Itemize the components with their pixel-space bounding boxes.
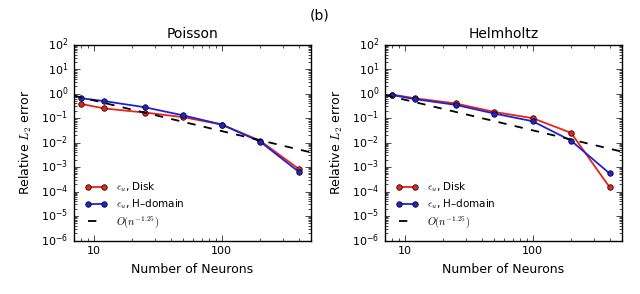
Line: $\epsilon_u$, H–domain: $\epsilon_u$, H–domain — [79, 96, 301, 174]
$\epsilon_u$, H–domain — [388, 93, 396, 97]
$\epsilon_u$, Disk — [256, 139, 264, 143]
$\epsilon_u$, H–domain — [100, 99, 108, 103]
$\epsilon_u$, Disk — [529, 116, 536, 120]
$\epsilon_u$, H–domain — [256, 140, 264, 143]
$\epsilon_u$, Disk — [179, 115, 187, 119]
$\epsilon_u$, H–domain — [218, 123, 225, 126]
$\epsilon_u$, Disk — [567, 131, 575, 135]
$\epsilon_u$, Disk — [218, 123, 225, 126]
Y-axis label: Relative $L_2$ error: Relative $L_2$ error — [18, 90, 34, 195]
Legend: $\epsilon_u$, Disk, $\epsilon_u$, H–domain, $O(n^{-1.25})$: $\epsilon_u$, Disk, $\epsilon_u$, H–doma… — [79, 175, 189, 235]
$\epsilon_u$, H–domain — [606, 172, 614, 175]
$\epsilon_u$, Disk — [77, 102, 85, 106]
$\epsilon_u$, Disk — [411, 96, 419, 100]
$\epsilon_u$, Disk — [388, 93, 396, 96]
Line: $\epsilon_u$, Disk: $\epsilon_u$, Disk — [79, 101, 301, 172]
$\epsilon_u$, H–domain — [452, 103, 460, 107]
Title: Poisson: Poisson — [166, 27, 218, 41]
$\epsilon_u$, H–domain — [490, 112, 498, 115]
$\epsilon_u$, Disk — [295, 167, 303, 171]
$\epsilon_u$, H–domain — [141, 106, 148, 109]
Line: $\epsilon_u$, Disk: $\epsilon_u$, Disk — [390, 92, 612, 190]
Legend: $\epsilon_u$, Disk, $\epsilon_u$, H–domain, $O(n^{-1.25})$: $\epsilon_u$, Disk, $\epsilon_u$, H–doma… — [390, 175, 500, 235]
Title: Helmholtz: Helmholtz — [468, 27, 539, 41]
$\epsilon_u$, Disk — [141, 111, 148, 114]
$\epsilon_u$, H–domain — [295, 170, 303, 173]
$\epsilon_u$, H–domain — [411, 97, 419, 101]
X-axis label: Number of Neurons: Number of Neurons — [442, 263, 564, 276]
X-axis label: Number of Neurons: Number of Neurons — [131, 263, 253, 276]
$\epsilon_u$, Disk — [100, 107, 108, 110]
$\epsilon_u$, Disk — [490, 110, 498, 114]
$\epsilon_u$, H–domain — [77, 96, 85, 100]
$\epsilon_u$, H–domain — [179, 113, 187, 117]
$\epsilon_u$, H–domain — [567, 139, 575, 143]
Line: $\epsilon_u$, H–domain: $\epsilon_u$, H–domain — [390, 92, 612, 176]
Y-axis label: Relative $L_2$ error: Relative $L_2$ error — [329, 90, 345, 195]
$\epsilon_u$, H–domain — [529, 119, 536, 123]
$\epsilon_u$, Disk — [452, 102, 460, 105]
$\epsilon_u$, Disk — [606, 186, 614, 189]
Text: (b): (b) — [310, 9, 330, 23]
